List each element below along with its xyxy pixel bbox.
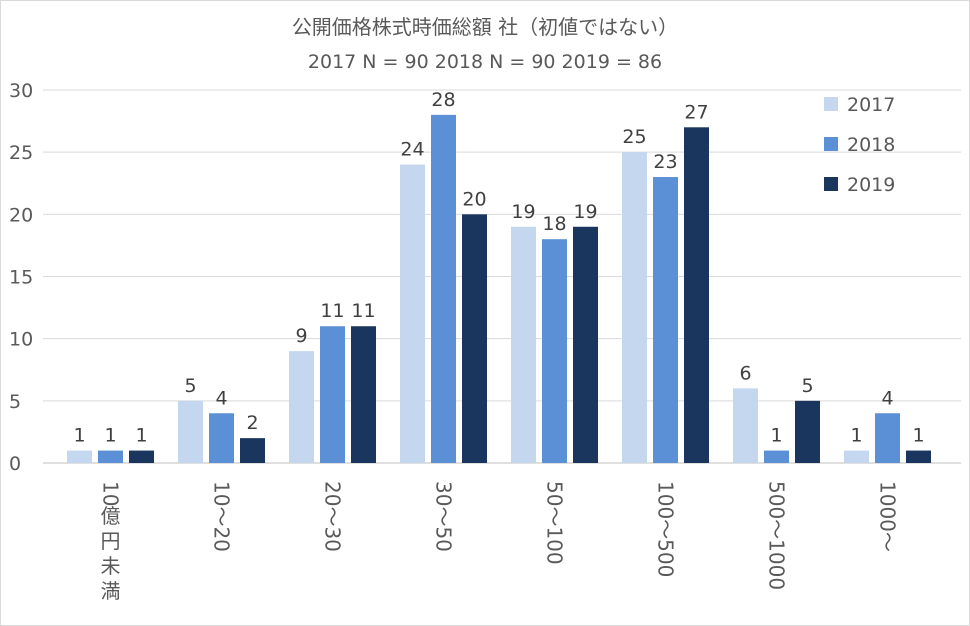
category-label: 100～500 <box>654 481 678 577</box>
legend-label: 2018 <box>847 134 895 156</box>
bar <box>178 400 203 463</box>
data-label: 5 <box>801 375 813 397</box>
bar <box>684 127 709 464</box>
bar <box>542 239 567 463</box>
data-label: 27 <box>684 101 708 123</box>
data-label: 24 <box>400 139 424 161</box>
data-label: 18 <box>542 213 566 235</box>
data-label: 23 <box>653 151 677 173</box>
data-label: 11 <box>320 300 344 322</box>
bar <box>573 226 598 463</box>
category-label: 30～50 <box>432 481 456 552</box>
category-label-digits: 10 <box>99 481 123 506</box>
bar <box>875 413 900 463</box>
category-label-char: 未 <box>101 554 121 578</box>
bar <box>622 152 647 463</box>
chart-subtitle: 2017 N = 90 2018 N = 90 2019 = 86 <box>307 51 663 73</box>
bar <box>98 450 123 463</box>
data-label: 11 <box>351 300 375 322</box>
data-label: 1 <box>850 425 862 447</box>
data-label: 9 <box>295 325 307 347</box>
bar <box>240 438 265 463</box>
category-label-char: 円 <box>101 529 121 553</box>
category-label: 50～100 <box>543 481 567 565</box>
category-label: 500～1000 <box>765 481 789 590</box>
y-tick-label: 10 <box>9 329 33 351</box>
category-label-char: 満 <box>101 579 121 603</box>
y-tick-label: 20 <box>9 204 33 226</box>
bar <box>129 450 154 463</box>
y-tick-label: 0 <box>9 453 21 475</box>
bar <box>400 164 425 463</box>
data-label: 19 <box>573 201 597 223</box>
data-label: 1 <box>73 425 85 447</box>
data-label: 19 <box>511 201 535 223</box>
category-label: 1000～ <box>876 481 900 552</box>
y-tick-label: 15 <box>9 267 33 289</box>
category-label: 10～20 <box>210 481 234 552</box>
data-label: 1 <box>770 425 782 447</box>
data-label: 1 <box>104 425 116 447</box>
data-label: 4 <box>215 387 227 409</box>
data-label: 6 <box>739 362 751 384</box>
bar <box>844 450 869 463</box>
data-label: 28 <box>431 89 455 111</box>
data-label: 5 <box>184 375 196 397</box>
bar <box>431 114 456 463</box>
y-tick-label: 25 <box>9 142 33 164</box>
legend-swatch <box>824 177 838 191</box>
bar <box>320 326 345 463</box>
bar <box>209 413 234 463</box>
bar <box>67 450 92 463</box>
bar <box>462 214 487 463</box>
bar <box>653 177 678 464</box>
legend-swatch <box>824 97 838 111</box>
bar <box>764 450 789 463</box>
bar <box>511 226 536 463</box>
bar <box>906 450 931 463</box>
data-label: 4 <box>881 387 893 409</box>
category-label: 20～30 <box>321 481 345 552</box>
category-label-char: 億 <box>101 504 121 528</box>
data-label: 1 <box>135 425 147 447</box>
bar <box>733 388 758 463</box>
y-tick-label: 5 <box>9 391 21 413</box>
data-label: 1 <box>912 425 924 447</box>
bar <box>289 351 314 463</box>
legend-label: 2017 <box>847 94 895 116</box>
data-label: 25 <box>622 126 646 148</box>
chart-title: 公開価格株式時価総額 社（初値ではない） <box>291 15 679 39</box>
data-label: 2 <box>246 412 258 434</box>
bar <box>351 326 376 463</box>
bar <box>795 400 820 463</box>
y-tick-label: 30 <box>9 80 33 102</box>
legend-label: 2019 <box>847 174 895 196</box>
legend-swatch <box>824 137 838 151</box>
data-label: 20 <box>462 188 486 210</box>
